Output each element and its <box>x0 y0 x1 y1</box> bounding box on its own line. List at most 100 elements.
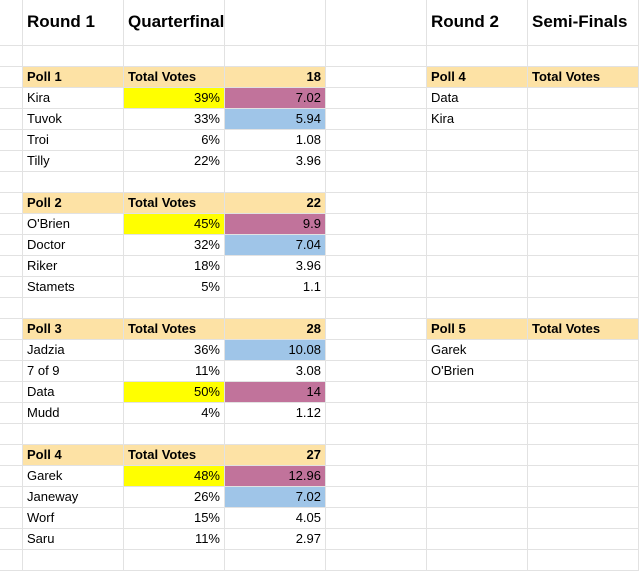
poll-title[interactable]: Poll 1 <box>23 67 124 88</box>
vote-count[interactable]: 1.08 <box>225 130 326 151</box>
candidate-name[interactable]: Worf <box>23 508 124 529</box>
vote-count[interactable]: 3.08 <box>225 361 326 382</box>
empty-cell[interactable] <box>225 424 326 445</box>
empty-cell[interactable] <box>427 256 528 277</box>
vote-count[interactable]: 9.9 <box>225 214 326 235</box>
total-votes-label[interactable]: Total Votes <box>124 67 225 88</box>
empty-cell[interactable] <box>427 529 528 550</box>
empty-cell[interactable] <box>427 382 528 403</box>
candidate-name[interactable]: Stamets <box>23 277 124 298</box>
candidate-name[interactable]: Kira <box>427 109 528 130</box>
empty-cell[interactable] <box>0 340 23 361</box>
empty-cell[interactable] <box>0 130 23 151</box>
empty-cell[interactable] <box>427 403 528 424</box>
vote-count[interactable]: 1.1 <box>225 277 326 298</box>
poll-title[interactable]: Poll 5 <box>427 319 528 340</box>
empty-cell[interactable] <box>528 193 639 214</box>
empty-cell[interactable] <box>326 550 427 571</box>
empty-cell[interactable] <box>427 445 528 466</box>
empty-cell[interactable] <box>0 298 23 319</box>
empty-cell[interactable] <box>326 508 427 529</box>
empty-cell[interactable] <box>0 445 23 466</box>
vote-percent[interactable]: 50% <box>124 382 225 403</box>
poll-title[interactable]: Poll 4 <box>427 67 528 88</box>
empty-cell[interactable] <box>0 256 23 277</box>
vote-count[interactable]: 12.96 <box>225 466 326 487</box>
candidate-name[interactable]: Doctor <box>23 235 124 256</box>
empty-cell[interactable] <box>326 361 427 382</box>
empty-cell[interactable] <box>427 424 528 445</box>
round-2-header[interactable]: Round 2 <box>427 0 528 46</box>
empty-cell[interactable] <box>0 214 23 235</box>
round-1-header[interactable]: Round 1 <box>23 0 124 46</box>
empty-cell[interactable] <box>0 109 23 130</box>
empty-cell[interactable] <box>427 193 528 214</box>
empty-cell[interactable] <box>0 67 23 88</box>
candidate-name[interactable]: Janeway <box>23 487 124 508</box>
vote-count[interactable]: 1.12 <box>225 403 326 424</box>
empty-cell[interactable] <box>427 130 528 151</box>
empty-cell[interactable] <box>427 487 528 508</box>
vote-count[interactable]: 4.05 <box>225 508 326 529</box>
empty-cell[interactable] <box>23 424 124 445</box>
empty-cell[interactable] <box>427 508 528 529</box>
total-votes-label[interactable]: Total Votes <box>124 193 225 214</box>
empty-cell[interactable] <box>0 235 23 256</box>
empty-cell[interactable] <box>427 214 528 235</box>
empty-cell[interactable] <box>0 361 23 382</box>
vote-count[interactable]: 14 <box>225 382 326 403</box>
empty-cell[interactable] <box>0 382 23 403</box>
candidate-name[interactable]: Troi <box>23 130 124 151</box>
empty-cell[interactable] <box>0 529 23 550</box>
empty-cell[interactable] <box>326 67 427 88</box>
candidate-name[interactable]: Saru <box>23 529 124 550</box>
empty-cell[interactable] <box>528 550 639 571</box>
empty-cell[interactable] <box>528 88 639 109</box>
empty-cell[interactable] <box>326 214 427 235</box>
vote-count[interactable]: 3.96 <box>225 151 326 172</box>
vote-percent[interactable]: 33% <box>124 109 225 130</box>
empty-cell[interactable] <box>528 298 639 319</box>
vote-count[interactable]: 7.04 <box>225 235 326 256</box>
empty-cell[interactable] <box>326 235 427 256</box>
vote-percent[interactable]: 32% <box>124 235 225 256</box>
empty-cell[interactable] <box>528 466 639 487</box>
vote-percent[interactable]: 39% <box>124 88 225 109</box>
empty-cell[interactable] <box>326 172 427 193</box>
empty-cell[interactable] <box>124 424 225 445</box>
empty-cell[interactable] <box>528 424 639 445</box>
empty-cell[interactable] <box>528 235 639 256</box>
candidate-name[interactable]: Tuvok <box>23 109 124 130</box>
candidate-name[interactable]: 7 of 9 <box>23 361 124 382</box>
empty-cell[interactable] <box>528 340 639 361</box>
empty-cell[interactable] <box>0 193 23 214</box>
empty-cell[interactable] <box>326 319 427 340</box>
empty-cell[interactable] <box>528 361 639 382</box>
empty-cell[interactable] <box>326 445 427 466</box>
empty-cell[interactable] <box>0 46 23 67</box>
empty-cell[interactable] <box>124 298 225 319</box>
empty-cell[interactable] <box>326 466 427 487</box>
empty-cell[interactable] <box>23 550 124 571</box>
empty-cell[interactable] <box>0 319 23 340</box>
empty-cell[interactable] <box>0 424 23 445</box>
vote-percent[interactable]: 4% <box>124 403 225 424</box>
empty-cell[interactable] <box>528 529 639 550</box>
empty-cell[interactable] <box>225 0 326 46</box>
vote-percent[interactable]: 11% <box>124 361 225 382</box>
candidate-name[interactable]: Mudd <box>23 403 124 424</box>
empty-cell[interactable] <box>528 130 639 151</box>
total-votes-value[interactable]: 27 <box>225 445 326 466</box>
vote-count[interactable]: 3.96 <box>225 256 326 277</box>
empty-cell[interactable] <box>0 403 23 424</box>
vote-count[interactable]: 10.08 <box>225 340 326 361</box>
total-votes-label[interactable]: Total Votes <box>124 445 225 466</box>
poll-title[interactable]: Poll 3 <box>23 319 124 340</box>
vote-percent[interactable]: 36% <box>124 340 225 361</box>
vote-count[interactable]: 7.02 <box>225 88 326 109</box>
candidate-name[interactable]: Garek <box>23 466 124 487</box>
empty-cell[interactable] <box>528 172 639 193</box>
empty-cell[interactable] <box>427 277 528 298</box>
empty-cell[interactable] <box>326 277 427 298</box>
empty-cell[interactable] <box>0 0 23 46</box>
